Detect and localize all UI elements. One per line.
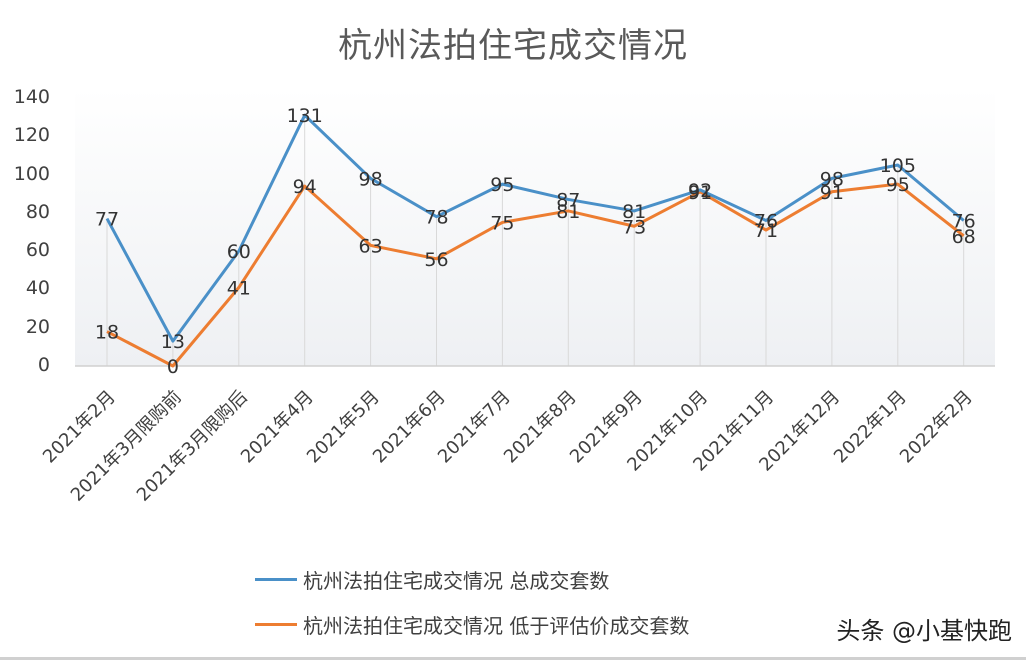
data-label: 81 <box>622 201 646 223</box>
data-label: 76 <box>952 211 976 233</box>
legend-swatch-orange-icon <box>255 623 297 626</box>
legend-label-below-appraisal: 杭州法拍住宅成交情况 低于评估价成交套数 <box>303 614 690 638</box>
chart-title: 杭州法拍住宅成交情况 <box>338 26 688 66</box>
data-label: 91 <box>820 182 844 204</box>
data-label: 76 <box>754 211 778 233</box>
y-tick-label: 60 <box>25 239 50 262</box>
data-label: 18 <box>95 322 119 344</box>
series-line-total <box>105 113 965 343</box>
data-label: 81 <box>556 201 580 223</box>
data-label: 41 <box>227 278 251 300</box>
data-label: 92 <box>688 180 712 202</box>
data-label: 56 <box>424 249 448 271</box>
data-label: 0 <box>167 356 179 378</box>
data-label: 60 <box>227 241 251 263</box>
data-label: 73 <box>622 216 646 238</box>
data-label: 63 <box>359 235 383 257</box>
y-tick-label: 20 <box>25 315 50 338</box>
data-label: 71 <box>754 220 778 242</box>
series-line-below-appraisal <box>106 182 965 368</box>
legend-item-below-appraisal: 杭州法拍住宅成交情况 低于评估价成交套数 <box>255 610 689 639</box>
data-label: 105 <box>880 155 916 177</box>
data-label: 95 <box>490 174 514 196</box>
y-tick-label: 40 <box>25 277 50 300</box>
bottom-divider <box>0 657 1026 660</box>
data-label: 91 <box>688 182 712 204</box>
data-label: 75 <box>490 212 514 234</box>
y-tick-label: 0 <box>37 354 50 376</box>
data-label: 131 <box>287 105 323 127</box>
legend-swatch-blue-icon <box>255 578 297 581</box>
y-tick-label: 140 <box>13 86 50 108</box>
data-label: 98 <box>359 168 383 190</box>
y-tick-label: 100 <box>13 162 50 185</box>
data-label: 13 <box>161 331 185 353</box>
watermark: 头条 @小基快跑 <box>836 617 1012 645</box>
line-chart-plot: 7713601319878958781927698105761804194635… <box>75 88 995 378</box>
data-label: 95 <box>886 174 910 196</box>
data-label: 94 <box>293 176 317 198</box>
legend-label-total: 杭州法拍住宅成交情况 总成交套数 <box>303 569 610 593</box>
data-label: 98 <box>820 168 844 190</box>
legend-item-total: 杭州法拍住宅成交情况 总成交套数 <box>255 565 609 594</box>
y-tick-label: 120 <box>13 124 50 147</box>
data-label: 78 <box>424 207 448 229</box>
data-label: 87 <box>556 189 580 211</box>
data-label: 77 <box>95 209 119 231</box>
data-label: 68 <box>952 226 976 248</box>
y-tick-label: 80 <box>25 200 50 223</box>
